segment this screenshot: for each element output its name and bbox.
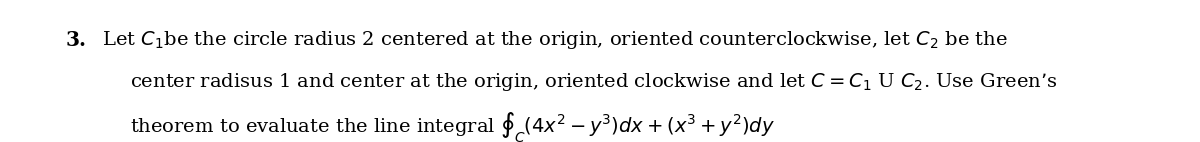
Text: 3.: 3. — [66, 30, 88, 50]
Text: center radisus 1 and center at the origin, oriented clockwise and let $C = C_1$ : center radisus 1 and center at the origi… — [130, 71, 1057, 93]
Text: theorem to evaluate the line integral $\oint_C(4x^2 - y^3)dx + (x^3 + y^2)dy$: theorem to evaluate the line integral $\… — [130, 111, 775, 142]
Text: Let $C_1$be the circle radius 2 centered at the origin, oriented counterclockwis: Let $C_1$be the circle radius 2 centered… — [90, 29, 1008, 51]
